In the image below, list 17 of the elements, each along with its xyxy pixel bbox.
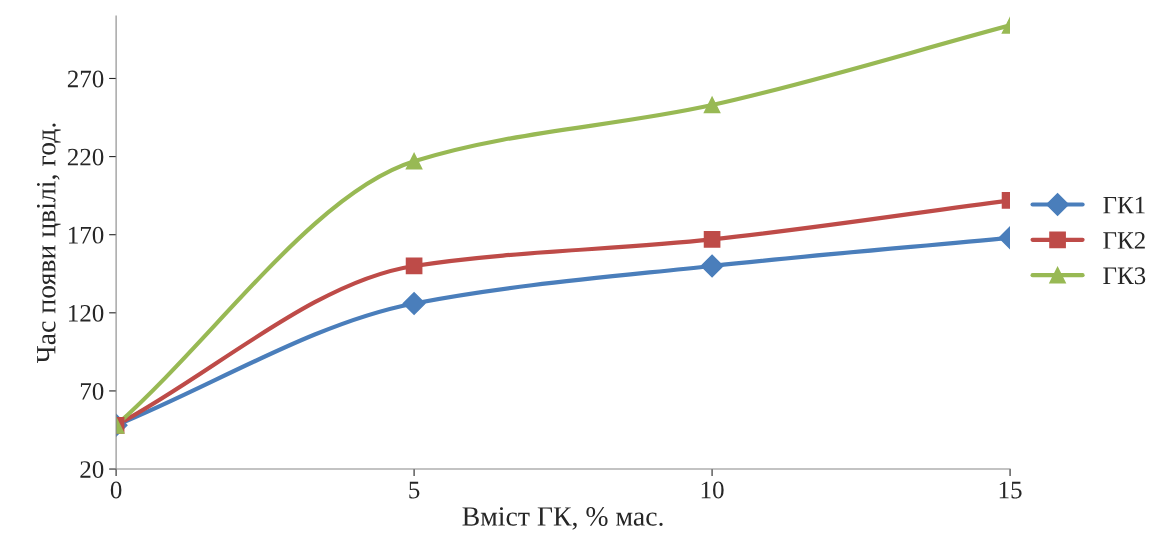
y-tick-label: 170 bbox=[68, 226, 104, 244]
y-tick-label: 120 bbox=[68, 304, 104, 322]
y-axis-title: Час появи цвілі, год. bbox=[36, 123, 61, 364]
y-tick-label: 270 bbox=[67, 70, 104, 88]
point bbox=[703, 96, 721, 114]
x-tick-label: 5 bbox=[409, 481, 420, 499]
point bbox=[405, 152, 423, 170]
y-tick-label: 70 bbox=[80, 382, 104, 400]
y-tick-label: 20 bbox=[80, 461, 104, 478]
x-tick-label: 15 bbox=[999, 481, 1022, 499]
legend-label: ГК2 bbox=[1103, 232, 1145, 249]
legend-label: ГК1 bbox=[1103, 196, 1145, 214]
x-axis-title: Вміст ГК, % мас. bbox=[462, 507, 663, 530]
x-tick-label: 0 bbox=[110, 481, 122, 499]
legend-label: ГК3 bbox=[1103, 267, 1146, 285]
x-tick-label: 10 bbox=[701, 481, 724, 499]
y-tick-label: 220 bbox=[67, 148, 104, 166]
